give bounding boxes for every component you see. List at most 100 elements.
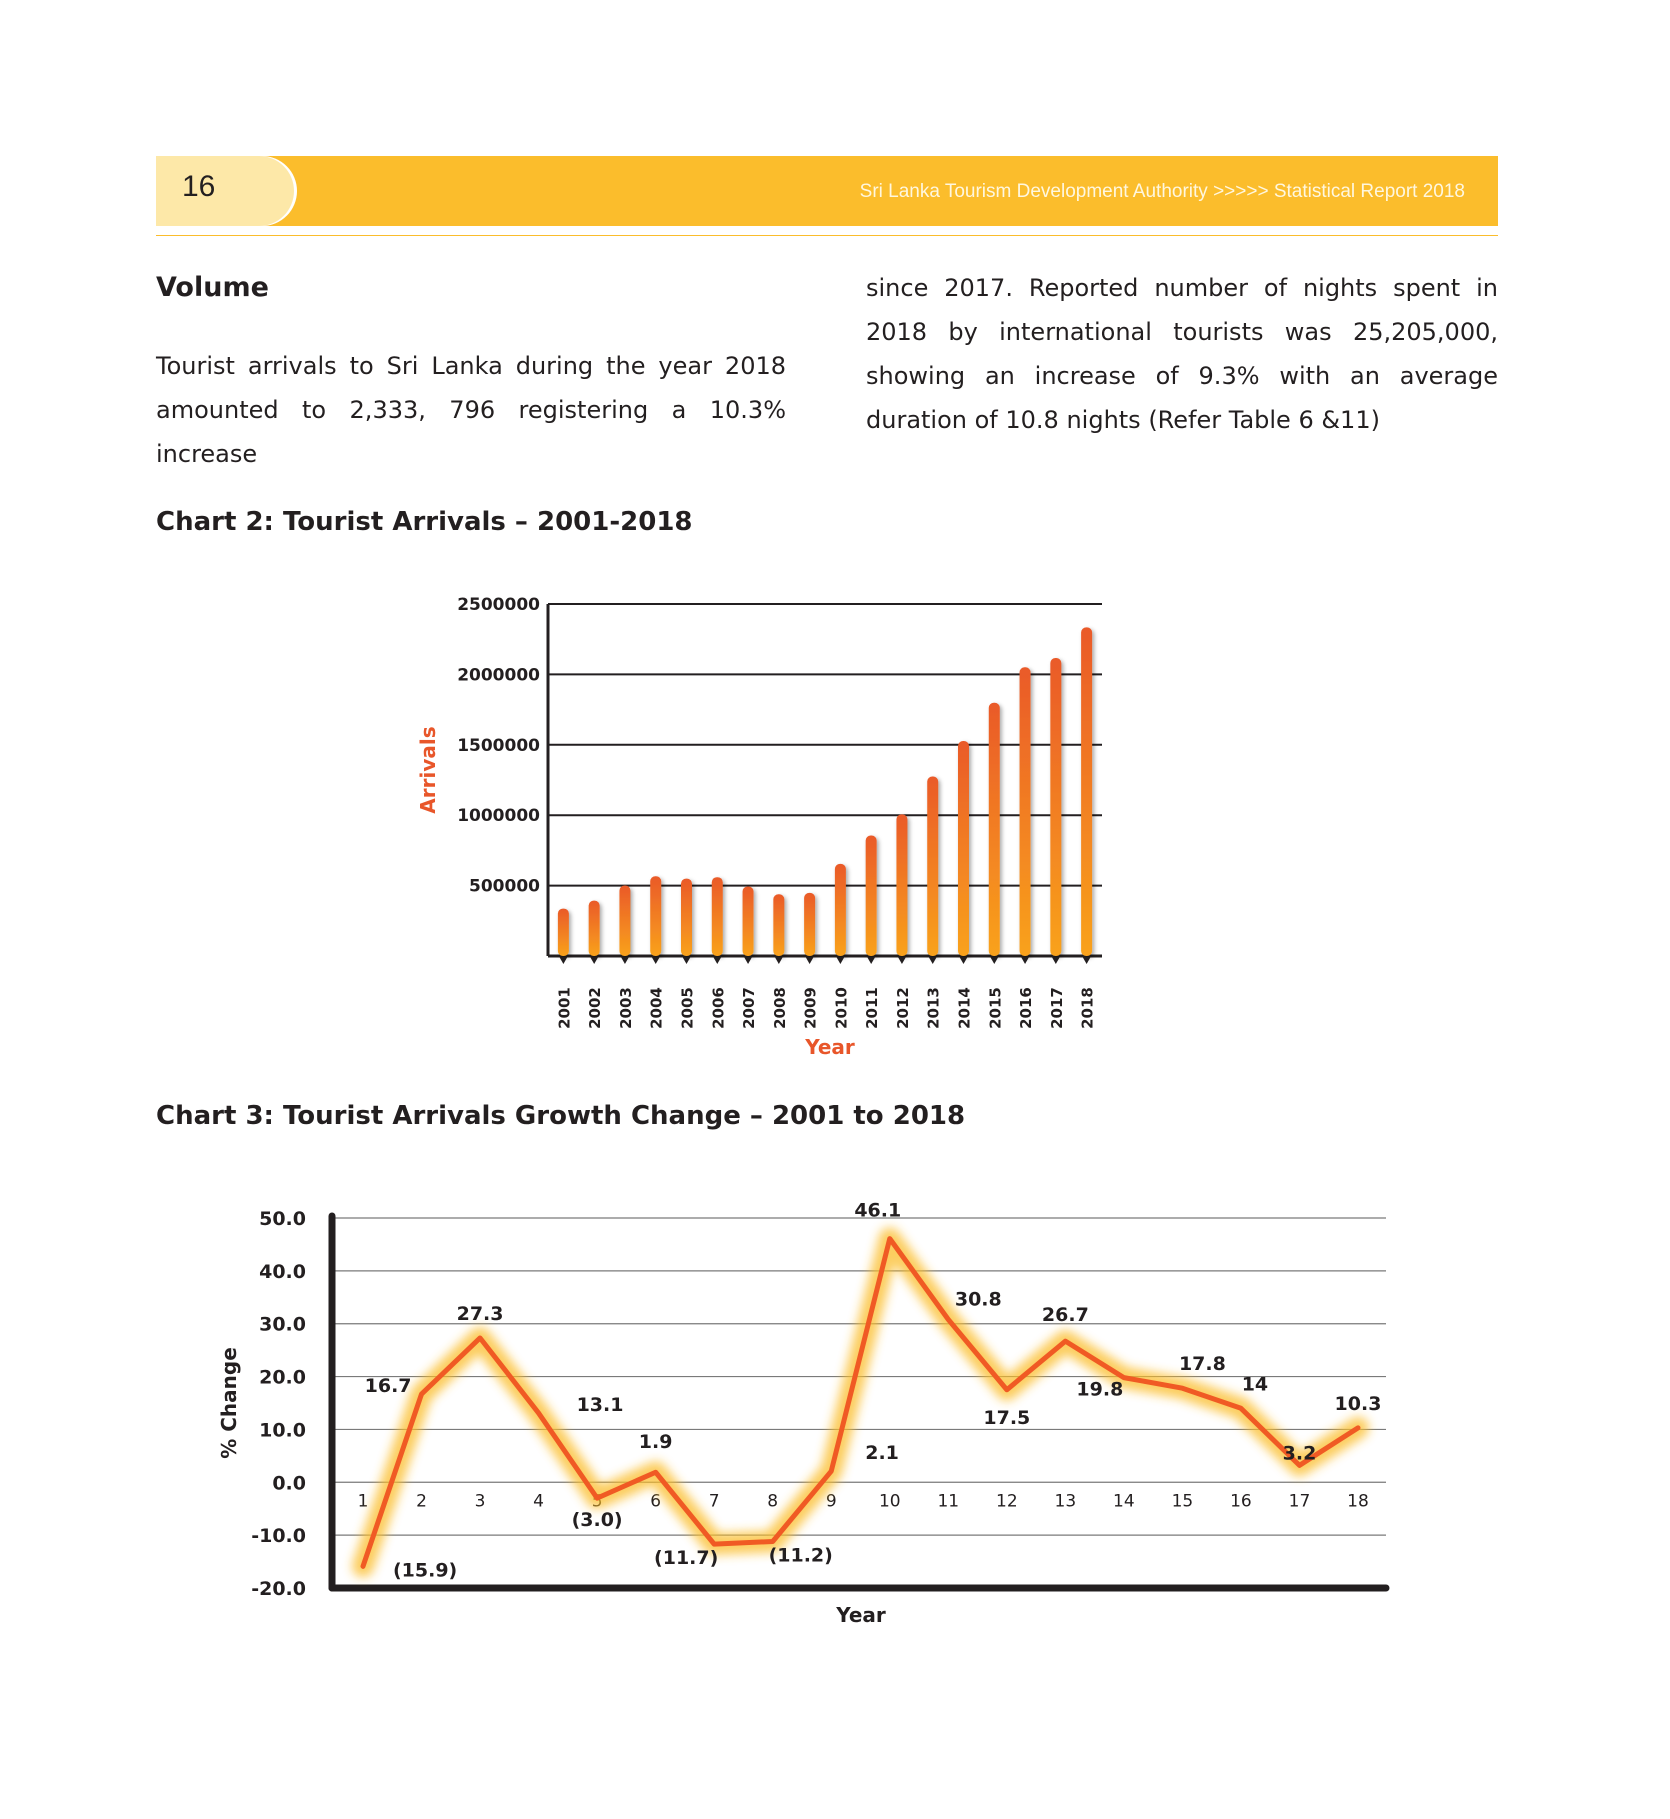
bar-2003 bbox=[619, 885, 631, 956]
bar-2015 bbox=[988, 702, 1000, 956]
chart3-title: Chart 3: Tourist Arrivals Growth Change … bbox=[156, 1101, 966, 1131]
x-tick-mark bbox=[682, 957, 691, 964]
x-tick-label: 2005 bbox=[679, 987, 697, 1029]
section-heading: Volume bbox=[156, 272, 269, 303]
y-tick-label: 40.0 bbox=[259, 1261, 306, 1283]
x-tick-mark bbox=[559, 957, 568, 964]
x-tick-label: 2003 bbox=[617, 987, 635, 1029]
header-band bbox=[156, 156, 1498, 226]
bar-2011 bbox=[865, 835, 877, 956]
y-tick-label: 0.0 bbox=[272, 1472, 306, 1494]
x-axis-title: Year bbox=[804, 1035, 855, 1059]
data-label: 10.3 bbox=[1335, 1393, 1382, 1415]
bar-2014 bbox=[958, 740, 969, 956]
x-tick-mark bbox=[897, 957, 906, 964]
data-label: (3.0) bbox=[572, 1509, 623, 1531]
x-tick-mark bbox=[990, 957, 999, 964]
x-tick-mark bbox=[867, 957, 876, 964]
x-tick-label: 7 bbox=[709, 1491, 720, 1511]
x-tick-label: 10 bbox=[879, 1491, 901, 1511]
y-tick-label: 2500000 bbox=[457, 595, 540, 615]
x-tick-label: 2 bbox=[416, 1491, 427, 1511]
y-tick-label: 20.0 bbox=[259, 1367, 306, 1389]
x-tick-label: 2009 bbox=[802, 987, 820, 1029]
data-label: 3.2 bbox=[1283, 1442, 1317, 1464]
x-axis-title: Year bbox=[835, 1603, 886, 1627]
bar-2005 bbox=[681, 878, 692, 956]
x-tick-label: 16 bbox=[1230, 1491, 1252, 1511]
y-axis-title: % Change bbox=[217, 1347, 241, 1459]
x-tick-label: 2001 bbox=[555, 987, 573, 1029]
x-tick-label: 1 bbox=[358, 1491, 369, 1511]
x-tick-label: 2017 bbox=[1048, 987, 1066, 1029]
data-label: 16.7 bbox=[365, 1375, 412, 1397]
x-tick-mark bbox=[1021, 957, 1030, 964]
y-tick-label: 1500000 bbox=[457, 736, 540, 756]
x-tick-label: 2010 bbox=[832, 987, 850, 1029]
x-tick-mark bbox=[805, 957, 814, 964]
bar-2008 bbox=[773, 894, 785, 956]
x-tick-label: 6 bbox=[650, 1491, 661, 1511]
y-tick-label: -10.0 bbox=[251, 1525, 306, 1547]
x-tick-label: 18 bbox=[1347, 1491, 1369, 1511]
x-tick-label: 11 bbox=[937, 1491, 959, 1511]
x-tick-label: 13 bbox=[1055, 1491, 1077, 1511]
x-tick-mark bbox=[1051, 957, 1060, 964]
x-tick-label: 9 bbox=[826, 1491, 837, 1511]
bar-2010 bbox=[834, 863, 846, 956]
y-tick-label: 30.0 bbox=[259, 1314, 306, 1336]
data-label: (11.2) bbox=[769, 1544, 833, 1566]
bar-2016 bbox=[1019, 667, 1031, 956]
x-tick-label: 2012 bbox=[894, 987, 912, 1029]
header-rule bbox=[156, 235, 1498, 236]
y-tick-label: 1000000 bbox=[457, 806, 540, 826]
data-label: 13.1 bbox=[577, 1394, 624, 1416]
data-label: 17.8 bbox=[1179, 1353, 1226, 1375]
data-label: 26.7 bbox=[1042, 1304, 1089, 1326]
bar-2002 bbox=[588, 900, 600, 956]
page-number-tab bbox=[156, 156, 294, 226]
x-tick-label: 2016 bbox=[1017, 987, 1035, 1029]
data-label: 17.5 bbox=[983, 1407, 1030, 1429]
x-tick-mark bbox=[836, 957, 845, 964]
y-axis-title: Arrivals bbox=[416, 726, 440, 813]
x-tick-mark bbox=[651, 957, 660, 964]
arrivals-bar-chart: 500000 1000000 1500000 2000000 2500000 2001 20… bbox=[416, 595, 1102, 1059]
y-tick-label: 50.0 bbox=[259, 1208, 306, 1230]
data-label: (11.7) bbox=[654, 1547, 718, 1569]
series-line bbox=[360, 1236, 1361, 1569]
data-label: 19.8 bbox=[1076, 1379, 1123, 1401]
x-tick-label: 3 bbox=[475, 1491, 486, 1511]
bar-2001 bbox=[557, 908, 569, 956]
x-tick-mark bbox=[959, 957, 968, 964]
data-label: 1.9 bbox=[639, 1431, 673, 1453]
y-tick-label: 500000 bbox=[469, 877, 540, 897]
bar-2009 bbox=[804, 892, 816, 956]
x-tick-label: 2013 bbox=[925, 987, 943, 1029]
x-tick-label: 2004 bbox=[648, 987, 666, 1029]
x-tick-mark bbox=[590, 957, 599, 964]
bar-2007 bbox=[742, 886, 754, 956]
x-tick-label: 2018 bbox=[1079, 987, 1097, 1029]
bar-2017 bbox=[1050, 658, 1062, 956]
x-tick-mark bbox=[928, 957, 937, 964]
bar-2006 bbox=[711, 877, 723, 956]
data-label: 30.8 bbox=[955, 1288, 1002, 1310]
x-tick-label: 2011 bbox=[863, 987, 881, 1029]
x-tick-label: 4 bbox=[533, 1491, 544, 1511]
x-tick-label: 2008 bbox=[771, 987, 789, 1029]
x-tick-label: 2015 bbox=[986, 987, 1004, 1029]
x-tick-label: 12 bbox=[996, 1491, 1018, 1511]
x-tick-mark bbox=[1082, 957, 1091, 964]
bar-2013 bbox=[927, 776, 939, 956]
page-number: 16 bbox=[182, 170, 216, 203]
x-tick-label: 2014 bbox=[956, 987, 974, 1029]
x-tick-mark bbox=[713, 957, 722, 964]
y-tick-label: 2000000 bbox=[457, 665, 540, 685]
paragraph-left: Tourist arrivals to Sri Lanka during the… bbox=[156, 352, 786, 468]
data-label: 14 bbox=[1242, 1373, 1268, 1395]
x-tick-label: 2006 bbox=[709, 987, 727, 1029]
data-label: 46.1 bbox=[854, 1200, 901, 1222]
report-title: Sri Lanka Tourism Development Authority … bbox=[859, 181, 1465, 202]
x-tick-label: 14 bbox=[1113, 1491, 1135, 1511]
